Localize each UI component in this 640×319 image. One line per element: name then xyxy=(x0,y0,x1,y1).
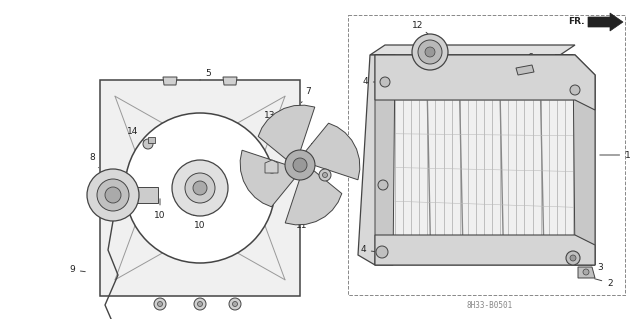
Polygon shape xyxy=(258,105,315,160)
Text: 13: 13 xyxy=(192,204,204,218)
Polygon shape xyxy=(516,65,534,75)
Polygon shape xyxy=(223,77,237,85)
Circle shape xyxy=(157,301,163,307)
Circle shape xyxy=(285,150,315,180)
Polygon shape xyxy=(422,38,438,52)
Polygon shape xyxy=(240,150,296,207)
Polygon shape xyxy=(100,80,300,296)
Circle shape xyxy=(566,251,580,265)
Text: 15: 15 xyxy=(310,144,322,160)
Text: 4: 4 xyxy=(362,78,377,86)
Circle shape xyxy=(418,40,442,64)
Polygon shape xyxy=(265,160,278,173)
Circle shape xyxy=(172,160,228,216)
Circle shape xyxy=(193,181,207,195)
Polygon shape xyxy=(370,45,575,55)
Polygon shape xyxy=(375,55,595,265)
Circle shape xyxy=(319,169,331,181)
Circle shape xyxy=(380,77,390,87)
Text: 2: 2 xyxy=(595,278,613,287)
Circle shape xyxy=(194,298,206,310)
Circle shape xyxy=(185,173,215,203)
Polygon shape xyxy=(375,55,595,110)
Polygon shape xyxy=(358,55,385,265)
Text: 3: 3 xyxy=(584,263,603,272)
Text: 14: 14 xyxy=(127,128,145,142)
Circle shape xyxy=(198,301,202,307)
Polygon shape xyxy=(375,55,395,265)
Text: 12: 12 xyxy=(412,20,428,34)
Circle shape xyxy=(570,85,580,95)
Text: 8: 8 xyxy=(89,153,99,168)
Circle shape xyxy=(267,163,277,173)
Circle shape xyxy=(143,139,153,149)
Polygon shape xyxy=(375,235,595,265)
Circle shape xyxy=(125,113,275,263)
Text: 10: 10 xyxy=(195,199,205,229)
Polygon shape xyxy=(305,123,360,180)
Text: 6: 6 xyxy=(524,54,533,68)
Polygon shape xyxy=(148,137,155,143)
Circle shape xyxy=(376,246,388,258)
Text: 9: 9 xyxy=(69,265,85,275)
Text: 4: 4 xyxy=(569,78,575,90)
Text: 11: 11 xyxy=(295,215,308,229)
Circle shape xyxy=(229,298,241,310)
Text: 1: 1 xyxy=(600,151,631,160)
Polygon shape xyxy=(285,169,342,225)
Circle shape xyxy=(425,47,435,57)
Circle shape xyxy=(87,169,139,221)
Circle shape xyxy=(583,269,589,275)
Circle shape xyxy=(97,179,129,211)
Polygon shape xyxy=(163,77,177,85)
Text: 10: 10 xyxy=(154,199,166,219)
Circle shape xyxy=(105,187,121,203)
Polygon shape xyxy=(133,187,158,203)
Text: 4: 4 xyxy=(360,246,375,255)
Circle shape xyxy=(412,34,448,70)
Circle shape xyxy=(154,298,166,310)
Text: 5: 5 xyxy=(200,69,211,80)
Polygon shape xyxy=(555,55,595,265)
Text: 16: 16 xyxy=(305,207,322,217)
Polygon shape xyxy=(588,13,623,31)
Circle shape xyxy=(570,255,576,261)
Circle shape xyxy=(378,180,388,190)
Circle shape xyxy=(293,158,307,172)
Text: 13: 13 xyxy=(264,110,276,127)
Text: 7: 7 xyxy=(301,87,311,103)
Text: FR.: FR. xyxy=(568,18,585,26)
Circle shape xyxy=(232,301,237,307)
Circle shape xyxy=(323,173,328,177)
Polygon shape xyxy=(578,267,595,278)
Text: 8H33-B0501: 8H33-B0501 xyxy=(467,300,513,309)
